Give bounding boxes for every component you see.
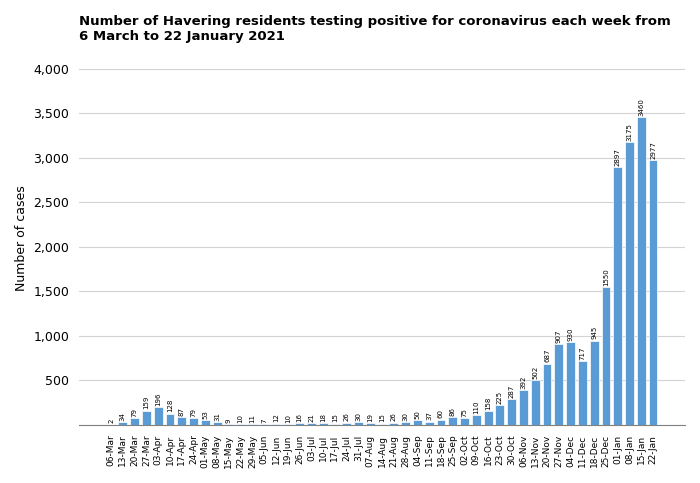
Text: 75: 75 xyxy=(461,408,468,417)
Bar xyxy=(272,424,281,425)
Bar xyxy=(318,423,328,425)
Bar xyxy=(496,405,504,425)
Bar xyxy=(413,421,422,425)
Bar xyxy=(130,418,139,425)
Text: 2977: 2977 xyxy=(650,141,656,158)
Text: 907: 907 xyxy=(556,329,562,343)
Text: 60: 60 xyxy=(438,409,444,418)
Bar xyxy=(637,117,645,425)
Text: 930: 930 xyxy=(568,327,573,341)
Bar xyxy=(389,423,398,425)
Text: 15: 15 xyxy=(379,413,385,422)
Text: 3175: 3175 xyxy=(626,123,633,141)
Bar xyxy=(354,422,363,425)
Text: 1550: 1550 xyxy=(603,268,609,285)
Text: 196: 196 xyxy=(155,393,161,406)
Bar xyxy=(189,418,198,425)
Text: 79: 79 xyxy=(190,408,197,416)
Bar xyxy=(118,422,127,425)
Text: 717: 717 xyxy=(580,346,585,360)
Bar xyxy=(519,390,528,425)
Text: 225: 225 xyxy=(497,390,503,403)
Text: 37: 37 xyxy=(426,412,432,420)
Bar xyxy=(472,415,481,425)
Text: 502: 502 xyxy=(532,366,538,379)
Text: 79: 79 xyxy=(132,408,138,416)
Bar xyxy=(142,411,151,425)
Bar xyxy=(177,417,186,425)
Text: 159: 159 xyxy=(144,396,150,410)
Bar xyxy=(237,424,245,425)
Text: 687: 687 xyxy=(544,349,550,362)
Text: 10: 10 xyxy=(285,413,290,423)
Bar xyxy=(542,364,552,425)
Bar xyxy=(531,380,540,425)
Text: 9: 9 xyxy=(226,418,232,423)
Text: 50: 50 xyxy=(414,410,421,419)
Text: 392: 392 xyxy=(521,375,526,389)
Bar xyxy=(378,424,386,425)
Bar xyxy=(448,417,457,425)
Bar xyxy=(166,413,174,425)
Bar xyxy=(613,167,622,425)
Text: 31: 31 xyxy=(214,412,220,421)
Text: 21: 21 xyxy=(309,413,314,422)
Text: Number of Havering residents testing positive for coronavirus each week from
6 M: Number of Havering residents testing pos… xyxy=(79,15,671,43)
Text: 19: 19 xyxy=(368,413,373,422)
Bar xyxy=(460,418,469,425)
Bar xyxy=(589,341,598,425)
Text: 128: 128 xyxy=(167,399,173,412)
Bar xyxy=(437,420,445,425)
Bar xyxy=(201,420,210,425)
Bar xyxy=(625,142,634,425)
Text: 86: 86 xyxy=(450,407,456,416)
Bar xyxy=(401,422,410,425)
Text: 7: 7 xyxy=(261,418,267,423)
Bar xyxy=(578,361,587,425)
Bar xyxy=(366,423,375,425)
Text: 110: 110 xyxy=(473,400,480,414)
Bar xyxy=(601,287,610,425)
Text: 26: 26 xyxy=(344,412,350,421)
Bar xyxy=(225,424,233,425)
Text: 10: 10 xyxy=(238,413,244,423)
Text: 11: 11 xyxy=(249,413,256,423)
Text: 26: 26 xyxy=(391,412,397,421)
Bar xyxy=(284,424,292,425)
Bar xyxy=(248,424,257,425)
Bar xyxy=(508,399,516,425)
Text: 12: 12 xyxy=(273,413,279,423)
Bar xyxy=(260,424,269,425)
Bar xyxy=(307,423,316,425)
Bar xyxy=(554,344,564,425)
Text: 158: 158 xyxy=(485,396,491,410)
Text: 34: 34 xyxy=(120,412,126,421)
Text: 30: 30 xyxy=(402,412,409,421)
Bar xyxy=(154,408,162,425)
Y-axis label: Number of cases: Number of cases xyxy=(15,185,28,291)
Text: 945: 945 xyxy=(591,326,597,340)
Bar xyxy=(342,423,351,425)
Bar xyxy=(425,422,433,425)
Text: 87: 87 xyxy=(178,407,185,416)
Text: 18: 18 xyxy=(320,413,326,422)
Bar xyxy=(649,160,657,425)
Bar xyxy=(330,424,340,425)
Text: 16: 16 xyxy=(297,413,302,422)
Text: 287: 287 xyxy=(509,384,514,398)
Bar xyxy=(213,422,222,425)
Text: 3460: 3460 xyxy=(638,98,644,115)
Bar xyxy=(484,411,493,425)
Text: 30: 30 xyxy=(356,412,361,421)
Bar xyxy=(566,342,575,425)
Bar xyxy=(295,424,304,425)
Text: 2: 2 xyxy=(108,419,114,424)
Text: 15: 15 xyxy=(332,413,338,422)
Text: 2897: 2897 xyxy=(615,148,621,166)
Text: 53: 53 xyxy=(202,410,209,419)
